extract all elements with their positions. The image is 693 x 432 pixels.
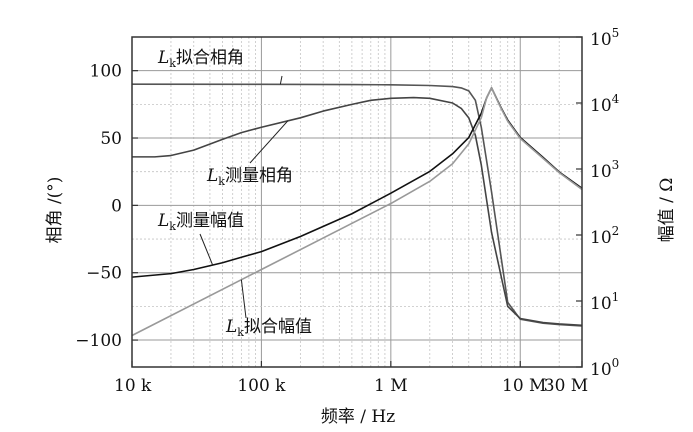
- x-tick-label: 1 M: [374, 376, 408, 396]
- y-left-axis-title: 相角 /(°): [45, 177, 65, 244]
- ticks: [131, 36, 583, 368]
- annotation-leader: [249, 120, 289, 164]
- x-tick-label: 30 M: [544, 376, 588, 396]
- annotation-leader: [279, 75, 283, 85]
- y-left-tick-label: 50: [100, 129, 122, 149]
- x-tick-label: 10 M: [502, 376, 546, 396]
- y-right-tick-label: 102: [590, 224, 619, 248]
- y-right-tick-label: 104: [590, 92, 620, 116]
- y-right-tick-label: 105: [590, 26, 619, 50]
- x-tick-label: 100 k: [237, 376, 286, 396]
- y-right-tick-label: 101: [590, 290, 619, 314]
- tick-labels: 10 k 100 k 1 M 10 M30 M −100 −50 0 50 100 100 101 1…: [75, 26, 619, 396]
- plot-frame: [131, 36, 583, 368]
- series-line-2: [132, 96, 583, 327]
- y-right-tick-label: 103: [590, 158, 619, 182]
- annotation-label: Lk拟合幅值: [225, 317, 312, 339]
- x-tick-label: 10 k: [114, 376, 152, 396]
- y-right-axis-title: 幅值 / Ω: [657, 178, 677, 243]
- x-axis-title: 频率 / Hz: [321, 407, 395, 427]
- annotation-leader: [240, 279, 247, 319]
- y-left-tick-label: 0: [111, 196, 122, 216]
- annotation-leaders: [199, 75, 289, 319]
- y-left-tick-label: −50: [86, 264, 122, 284]
- series-group: [131, 83, 583, 337]
- annotation-label: Lk拟合相角: [157, 48, 244, 70]
- series-line-4: [131, 86, 583, 337]
- grid: [132, 37, 582, 367]
- annotations: Lk拟合相角 Lk测量相角 Lk测量幅值 Lk拟合幅值: [157, 48, 312, 339]
- y-left-tick-label: 100: [90, 62, 122, 82]
- y-right-tick-label: 100: [590, 356, 619, 380]
- annotation-label: Lk测量相角: [206, 166, 293, 188]
- y-left-tick-label: −100: [75, 331, 122, 351]
- annotation-label: Lk测量幅值: [157, 211, 244, 233]
- annotation-leader: [199, 233, 214, 266]
